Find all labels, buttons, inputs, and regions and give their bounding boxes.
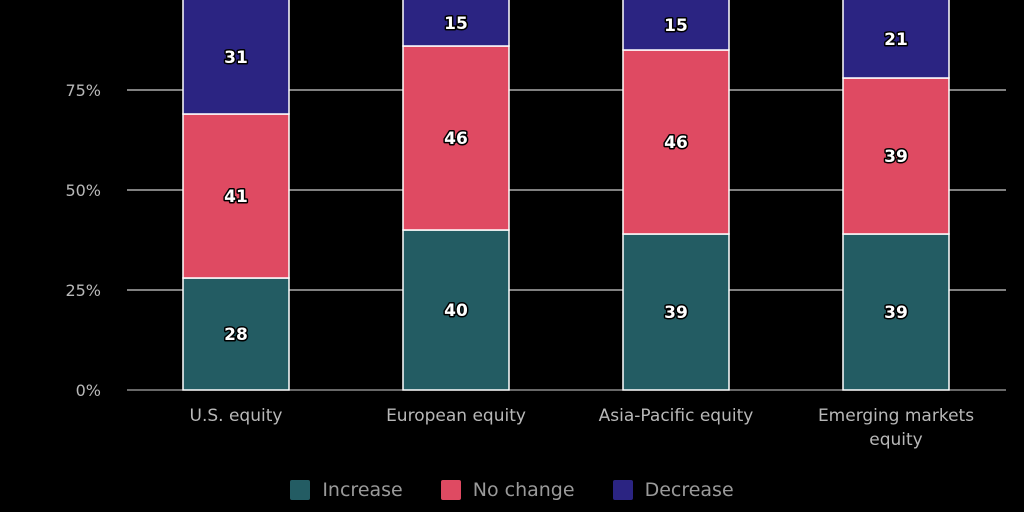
x-category-label: Asia-Pacific equity (599, 406, 754, 426)
y-tick-label: 0% (76, 381, 101, 400)
legend-swatch-increase (290, 480, 311, 500)
bar-segment (402, 45, 510, 231)
legend-item-no-change[interactable]: No change (440, 479, 575, 501)
chart-plot: 0% 25% 50% 75% 28 41 31 U.S. equity 40 46 15 Europe… (65, 0, 1006, 450)
legend-label-decrease: Decrease (644, 479, 734, 501)
bar-segment (622, 233, 730, 391)
bar-segment (402, 0, 510, 47)
legend-swatch-decrease (612, 480, 633, 500)
legend-item-decrease[interactable]: Decrease (612, 479, 734, 501)
data-label: 15 (444, 14, 468, 34)
bar-segment (622, 49, 730, 235)
data-label: 31 (224, 48, 248, 68)
bar-segment (402, 229, 510, 391)
data-label: 39 (884, 303, 908, 323)
chart-legend: Increase No change Decrease (0, 476, 1024, 504)
data-label: 15 (664, 16, 688, 36)
y-tick-label: 25% (65, 281, 101, 300)
data-label: 41 (224, 187, 248, 207)
x-category-label: Emerging markets (818, 406, 974, 426)
data-label: 39 (884, 147, 908, 167)
legend-label-no-change: No change (472, 479, 575, 501)
data-label: 28 (224, 325, 248, 345)
data-label: 39 (664, 303, 688, 323)
bar-segment (622, 0, 730, 51)
bar-segment (842, 77, 950, 235)
data-label: 46 (664, 133, 688, 153)
legend-swatch-no-change (440, 480, 461, 500)
x-category-label: equity (869, 430, 922, 450)
y-tick-label: 50% (65, 181, 101, 200)
x-category-label: European equity (386, 406, 526, 426)
bar-segment (182, 113, 290, 279)
legend-item-increase[interactable]: Increase (290, 479, 403, 501)
y-tick-label: 75% (65, 81, 101, 100)
data-label: 21 (884, 30, 908, 50)
data-label: 46 (444, 129, 468, 149)
data-label: 40 (444, 301, 468, 321)
bar-segment (182, 277, 290, 391)
legend-label-increase: Increase (322, 479, 403, 501)
bar-segment (842, 0, 950, 79)
bar-segment (182, 0, 290, 115)
x-category-label: U.S. equity (190, 406, 283, 426)
